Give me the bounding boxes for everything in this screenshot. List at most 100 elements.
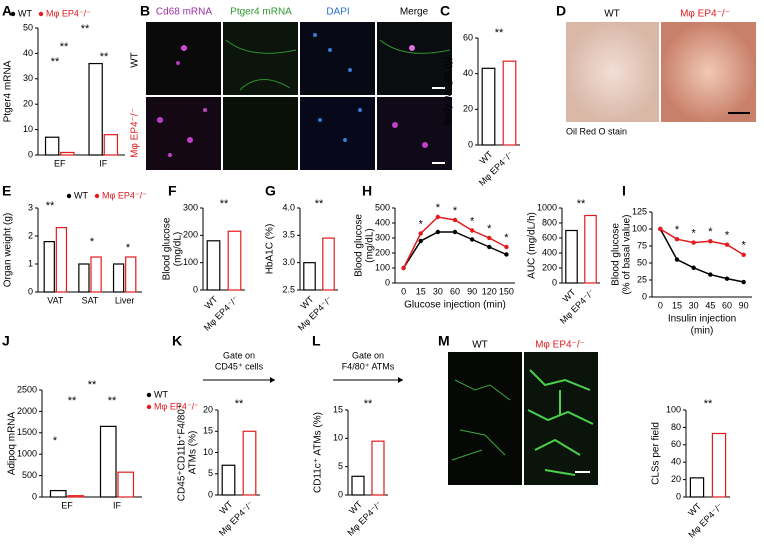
y-tick-label: 2.5 [282, 284, 295, 294]
significance: * [504, 232, 509, 244]
column-label: Cd68 mRNA [156, 7, 212, 18]
column-label: Merge [400, 7, 429, 18]
marker [691, 265, 696, 270]
image-caption: Oil Red O stain [566, 126, 627, 136]
significance: ** [100, 51, 109, 63]
bar [43, 241, 55, 293]
x-tick-label: 90 [739, 300, 749, 310]
line [659, 228, 745, 256]
x-axis-label: Glucose injection (min) [404, 300, 506, 311]
significance: ** [220, 198, 229, 210]
micrograph-grid [146, 22, 452, 170]
panel-letter: J [2, 333, 10, 349]
legend-marker [10, 11, 16, 17]
marker [708, 272, 713, 277]
marker [691, 240, 696, 245]
x-tick-label: 120 [482, 286, 497, 296]
marker [504, 244, 509, 250]
y-tick-label: 500 [375, 202, 390, 212]
bar [502, 60, 517, 146]
marker [487, 244, 492, 250]
x-tick-label: WT [478, 149, 495, 166]
significance: ** [81, 23, 90, 35]
image-label: WT [472, 340, 488, 351]
panel-letter: A [2, 3, 12, 19]
panel-letter: I [622, 183, 626, 199]
y-axis-label: Blood glucose [162, 217, 173, 280]
y-tick-label: 2500 [17, 384, 37, 394]
marker [452, 229, 458, 235]
marker [435, 214, 441, 220]
legend-label: Mφ EP4⁻/⁻ [154, 401, 199, 411]
x-tick-label: EF [54, 158, 66, 168]
x-tick-label: 0 [401, 286, 406, 296]
y-tick-label: 400 [375, 217, 390, 227]
x-tick-label: 60 [450, 286, 460, 296]
panel-letter: G [265, 183, 276, 199]
y-tick-label: 4.0 [282, 202, 295, 212]
y-tick-label: 300 [183, 202, 198, 212]
bar [60, 151, 75, 156]
panel-letter: K [172, 333, 182, 349]
panel-letter: L [312, 333, 321, 349]
micrograph [566, 22, 659, 122]
marker [674, 257, 680, 262]
marker [418, 231, 423, 236]
x-tick-label: 60 [722, 300, 732, 310]
gate-header: Gate on [352, 350, 384, 360]
significance: * [436, 202, 441, 214]
significance: ** [315, 198, 324, 210]
y-tick-label: 3.5 [282, 230, 295, 240]
y-tick-label: 50 [637, 257, 647, 267]
y-tick-label: 100 [632, 223, 647, 233]
y-tick-label: 1000 [17, 449, 37, 459]
y-tick-label: 50 [23, 22, 33, 32]
x-axis-label: Insulin injection [668, 314, 736, 325]
legend-label: Mφ EP4⁻/⁻ [102, 190, 147, 200]
legend-marker [94, 193, 100, 199]
bar [103, 134, 119, 156]
y-tick-label: 20 [23, 99, 33, 109]
significance: * [419, 218, 424, 230]
significance: ** [704, 398, 713, 410]
line [659, 228, 744, 283]
y-axis-label: CD11c⁺ ATMs (%) [313, 412, 324, 493]
y-tick-label: 60 [671, 439, 681, 449]
bar [227, 230, 242, 291]
image-label: WT [604, 9, 620, 20]
significance: * [725, 230, 730, 242]
x-tick-label: IF [113, 500, 122, 510]
significance: * [487, 223, 492, 235]
y-tick-label: 300 [375, 232, 390, 242]
legend-marker [66, 193, 72, 199]
x-tick-label: VAT [47, 295, 64, 305]
panel-letter: D [556, 3, 566, 19]
marker [418, 238, 423, 244]
significance: ** [364, 398, 373, 410]
row-label: Mφ EP4⁻/⁻ [130, 108, 141, 158]
significance: ** [88, 379, 97, 391]
significance: * [675, 224, 680, 236]
row-label: WT [130, 52, 141, 68]
x-tick-label: 30 [433, 286, 443, 296]
y-tick-label: 5 [338, 461, 343, 471]
y-tick-label: 500 [22, 470, 37, 480]
y-tick-label: 600 [542, 232, 557, 242]
bar [351, 475, 365, 496]
y-axis-label: (% of basal value) [622, 214, 633, 294]
y-tick-label: 3 [28, 202, 33, 212]
legend-marker [146, 392, 152, 398]
bar [55, 227, 68, 293]
marker [401, 265, 406, 271]
bar [303, 262, 316, 291]
image-caption: EF CD68 staining [452, 489, 515, 498]
y-tick-label: 3.0 [282, 257, 295, 267]
marker [504, 252, 509, 257]
y-tick-label: 40 [23, 48, 33, 58]
y-tick-label: 200 [183, 230, 198, 240]
marker [708, 239, 713, 244]
marker [658, 226, 663, 232]
y-axis-label: Blood glucose [611, 223, 622, 286]
y-tick-label: 15 [333, 404, 343, 414]
